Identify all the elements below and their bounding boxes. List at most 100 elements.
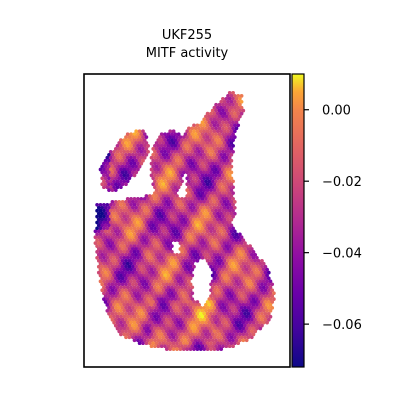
spot <box>231 226 235 231</box>
spot <box>153 144 157 148</box>
spot <box>113 317 118 322</box>
spot <box>100 176 105 181</box>
spot <box>219 317 224 322</box>
spot <box>178 306 183 310</box>
spot <box>241 273 246 278</box>
spot <box>226 94 230 98</box>
spot <box>154 282 159 287</box>
spot <box>149 244 154 248</box>
spot <box>243 300 247 304</box>
spot <box>266 311 271 316</box>
spot <box>263 317 268 322</box>
spot <box>192 247 196 251</box>
spot <box>212 276 217 281</box>
spot <box>110 317 115 322</box>
spot <box>127 217 132 222</box>
spot <box>231 244 235 248</box>
spot <box>219 258 224 263</box>
spot <box>229 94 234 98</box>
spot <box>158 311 162 316</box>
spot <box>243 253 247 257</box>
spot <box>127 135 132 139</box>
spot <box>193 226 198 231</box>
spot <box>193 149 198 154</box>
spot <box>241 250 246 254</box>
spot <box>125 255 130 260</box>
spot <box>125 238 130 243</box>
spot <box>224 197 229 201</box>
spot <box>161 211 166 216</box>
spot <box>159 344 164 349</box>
spot <box>227 173 232 178</box>
spot <box>195 211 200 216</box>
spot <box>147 211 152 216</box>
spot <box>185 288 190 293</box>
spot <box>226 335 230 340</box>
spot <box>217 144 222 148</box>
spot <box>209 235 213 240</box>
spot <box>103 229 108 234</box>
spot <box>100 270 105 275</box>
spot <box>163 232 167 237</box>
spot <box>136 138 140 142</box>
spot <box>238 108 242 113</box>
spot <box>221 214 225 219</box>
spot <box>212 235 217 240</box>
spot <box>195 135 200 139</box>
spot <box>171 300 176 304</box>
spot <box>215 311 220 316</box>
spot <box>151 152 156 157</box>
spot <box>127 147 132 151</box>
spot <box>195 329 200 334</box>
spot <box>130 152 135 157</box>
spot <box>227 244 232 248</box>
spot <box>232 105 237 110</box>
spot <box>236 270 241 275</box>
spot <box>209 188 213 192</box>
spot <box>183 297 188 301</box>
spot <box>239 94 244 98</box>
spot <box>132 214 137 219</box>
spot <box>158 152 162 157</box>
spot <box>229 282 234 287</box>
spot <box>122 149 127 154</box>
spot <box>198 176 203 181</box>
spot <box>195 323 200 328</box>
spot <box>166 297 171 301</box>
spot <box>144 135 149 139</box>
spot <box>215 205 220 210</box>
spot <box>234 308 239 313</box>
spot <box>95 220 99 225</box>
spot <box>214 167 218 172</box>
spot <box>185 188 190 192</box>
spot <box>120 241 125 245</box>
spot <box>231 250 235 254</box>
spot <box>180 273 184 278</box>
spot <box>180 202 184 207</box>
spot <box>204 214 208 219</box>
spot <box>98 226 103 231</box>
spot <box>146 220 150 225</box>
spot <box>202 147 207 151</box>
spot <box>195 129 200 134</box>
spot <box>204 314 208 319</box>
spot <box>176 161 181 166</box>
spot <box>204 308 208 313</box>
spot <box>176 326 181 331</box>
spot <box>139 297 144 301</box>
spot <box>108 244 113 248</box>
spot <box>246 335 251 340</box>
spot <box>175 135 179 139</box>
spot <box>198 253 203 257</box>
spot <box>156 314 161 319</box>
spot <box>209 229 213 234</box>
spot <box>227 155 232 160</box>
spot <box>219 229 224 234</box>
spot <box>185 258 190 263</box>
spot <box>190 297 195 301</box>
spot <box>154 253 159 257</box>
spot <box>214 138 218 142</box>
spot <box>170 279 174 284</box>
spot <box>122 308 127 313</box>
spot <box>202 141 207 145</box>
